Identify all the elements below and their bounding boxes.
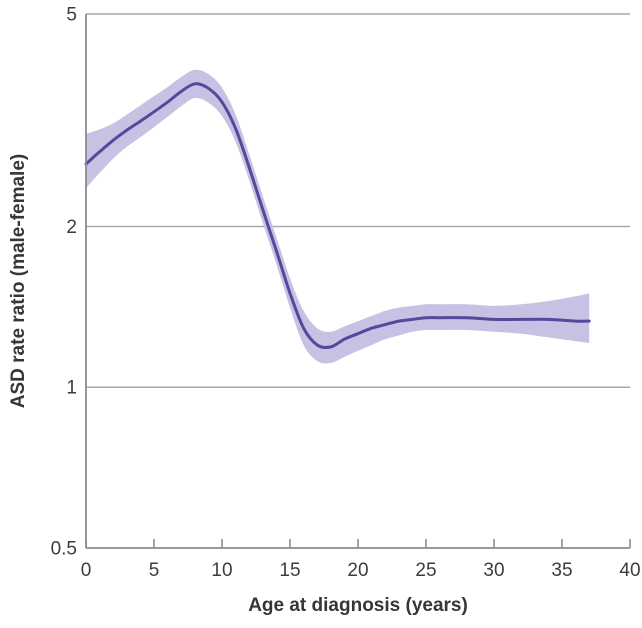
x-tick-label: 0 (81, 560, 92, 581)
x-axis-ticks (85, 539, 631, 548)
y-axis-tick-labels: 0.5 1 2 5 (51, 5, 77, 560)
gridlines (86, 13, 630, 388)
y-tick-label: 5 (66, 5, 77, 26)
x-tick-label: 25 (415, 560, 436, 581)
x-tick-label: 35 (551, 560, 572, 581)
confidence-band (86, 69, 590, 364)
x-tick-label: 15 (279, 560, 300, 581)
y-axis-title: ASD rate ratio (male-female) (8, 154, 29, 408)
x-axis-tick-labels: 0 5 10 15 20 25 30 35 40 (81, 560, 641, 581)
trend-line (84, 82, 591, 350)
y-tick-label: 1 (66, 378, 77, 399)
x-axis-title: Age at diagnosis (years) (248, 595, 468, 616)
y-tick-label: 2 (66, 217, 77, 238)
x-tick-label: 30 (483, 560, 504, 581)
x-tick-label: 10 (211, 560, 232, 581)
x-tick-label: 40 (619, 560, 640, 581)
x-tick-label: 5 (149, 560, 160, 581)
x-tick-label: 20 (347, 560, 368, 581)
y-tick-label: 0.5 (51, 539, 77, 560)
